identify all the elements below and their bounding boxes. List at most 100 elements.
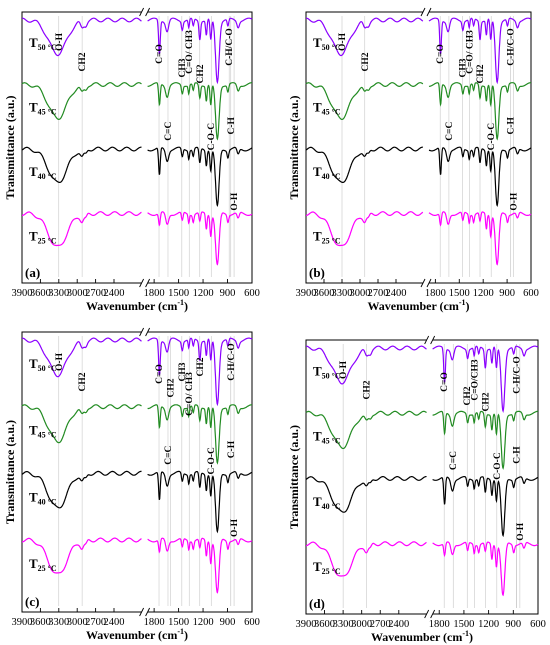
y-axis-label: Transmittance (a.u.): [3, 420, 17, 524]
series-line: [22, 537, 253, 594]
x-tick-label: 3000: [67, 288, 88, 299]
axis-break-mask: [426, 610, 433, 618]
x-axis-label-close: ): [469, 630, 473, 644]
band-annotation: CH2: [196, 64, 206, 83]
series-line: [306, 541, 539, 597]
band-annotation: C=O: [436, 44, 446, 64]
series-label-sub: 50 °C: [322, 43, 341, 52]
axis-break-mask: [423, 279, 429, 287]
x-axis-label: Wavenumber (cm-1): [86, 298, 188, 313]
x-tick-label: 3900: [12, 617, 33, 628]
series-label-sub: 45 °C: [38, 431, 57, 440]
x-tick-label: 3900: [12, 288, 33, 299]
series-line: [22, 211, 253, 266]
x-tick-label: 3300: [48, 617, 69, 628]
y-axis-label: Transmittance (a.u.): [3, 95, 17, 199]
axis-break-mark: [420, 278, 426, 288]
series-line: [22, 337, 253, 407]
x-axis-label-close: ): [466, 299, 470, 313]
band-annotation: C-H/C-O: [513, 356, 523, 393]
series-line: [21, 82, 252, 141]
y-axis-label: Transmittance (a.u.): [287, 95, 301, 199]
x-tick-label: 1500: [453, 619, 474, 630]
x-tick-label: 1800: [425, 288, 446, 299]
x-axis-label: Wavenumber (cm-1): [371, 629, 473, 644]
series-label-sub: 25 °C: [322, 567, 341, 576]
series-label-sub: 25 °C: [38, 237, 57, 246]
series-line: [305, 146, 532, 208]
series-label-sub: 25 °C: [38, 564, 57, 573]
axis-break-mark: [426, 278, 432, 288]
series-label: T45 °C: [29, 423, 57, 440]
band-annotation: C-H: [227, 117, 237, 135]
series-label: T40 °C: [29, 164, 57, 181]
x-tick-label: 1800: [429, 619, 450, 630]
plot-frame: [21, 11, 253, 284]
x-tick-label: 900: [220, 288, 236, 299]
x-tick-label: 3000: [351, 619, 372, 630]
x-tick-label: 2400: [388, 619, 409, 630]
series-line: [21, 146, 253, 208]
axis-break-mark: [424, 335, 430, 345]
x-tick-label: 3600: [30, 288, 51, 299]
panel-label: (d): [309, 596, 325, 611]
axis-break-mark: [139, 327, 145, 337]
x-tick-label: 3000: [67, 617, 88, 628]
x-tick-label: 600: [244, 617, 260, 628]
series-line: [306, 17, 532, 85]
band-annotation: C-O-C: [207, 123, 217, 151]
band-annotation: O-H: [338, 32, 348, 51]
x-axis-label: Wavenumber (cm-1): [86, 627, 188, 642]
band-annotation: C-H/C-O: [506, 28, 516, 65]
axis-break-mask: [426, 336, 433, 344]
x-tick-label: 2400: [104, 288, 125, 299]
band-annotation: CH2: [463, 386, 473, 405]
band-annotation: CH2: [481, 392, 491, 411]
band-annotation: O-H: [509, 192, 519, 211]
series-label-sub: 25 °C: [322, 237, 341, 246]
series-label: T25 °C: [29, 229, 57, 246]
band-annotation: C=C: [164, 445, 174, 464]
series-label: T50 °C: [29, 35, 57, 52]
x-tick-label: 2700: [85, 617, 106, 628]
band-annotation: C-H/C-O: [227, 343, 237, 380]
series-label-sub: 40 °C: [322, 172, 341, 181]
band-annotation: C=O: [155, 364, 165, 384]
series-label: T25 °C: [313, 559, 341, 576]
axis-break-mark: [145, 7, 151, 17]
x-axis-unit-sup: -1: [177, 298, 184, 307]
band-annotation: CH2: [78, 372, 88, 391]
band-annotation: O-H: [230, 192, 240, 211]
series-label: T40 °C: [29, 489, 57, 506]
series-label: T25 °C: [29, 556, 57, 573]
x-tick-label: 3600: [314, 288, 335, 299]
x-tick-label: 2700: [85, 288, 106, 299]
band-annotation: CH2: [476, 64, 486, 83]
series-label: T45 °C: [313, 100, 341, 117]
band-annotation: C-O-C: [493, 452, 503, 480]
x-tick-label: 2700: [368, 288, 389, 299]
axis-break-mask: [141, 279, 148, 287]
series-label: T25 °C: [313, 229, 341, 246]
plot-frame: [305, 339, 539, 615]
x-axis-unit-sup: -1: [459, 298, 466, 307]
series-label: T45 °C: [29, 100, 57, 117]
axis-break-mark: [420, 7, 426, 17]
x-tick-label: 900: [220, 617, 236, 628]
axis-break-mask: [423, 8, 429, 16]
series-label: T40 °C: [313, 164, 341, 181]
x-tick-label: 600: [523, 288, 539, 299]
x-tick-label: 1500: [449, 288, 470, 299]
axis-break-mark: [139, 278, 145, 288]
band-annotation: CH2: [166, 378, 176, 397]
band-annotation: CH3: [178, 58, 188, 77]
x-tick-label: 1200: [193, 288, 214, 299]
band-annotation: C-H/C-O: [225, 28, 235, 65]
band-annotation: CH3: [458, 58, 468, 77]
band-annotation: C=O/ CH3: [185, 30, 195, 74]
series-line: [306, 211, 532, 266]
series-line: [21, 404, 252, 465]
